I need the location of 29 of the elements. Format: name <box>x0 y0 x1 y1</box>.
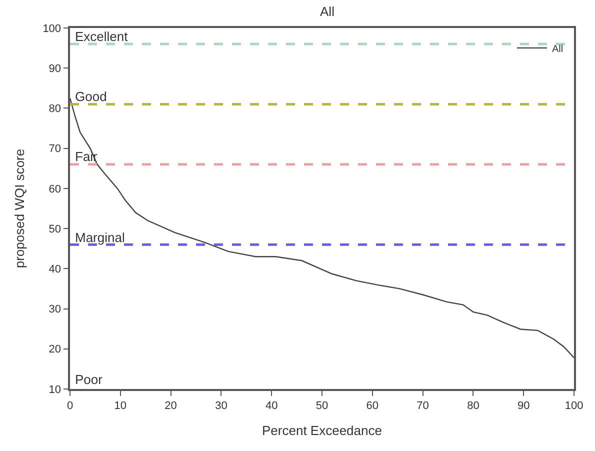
x-tick-label: 80 <box>467 400 480 412</box>
x-axis-title: Percent Exceedance <box>262 423 382 438</box>
y-tick-label: 100 <box>42 22 62 35</box>
x-tick-label: 40 <box>265 400 278 412</box>
y-axis-title: proposed WQI score <box>12 148 28 268</box>
legend-label: All <box>552 44 564 55</box>
y-tick-label: 30 <box>48 304 62 316</box>
x-tick-label: 60 <box>366 400 379 412</box>
ref-line-label: Excellent <box>75 29 128 44</box>
y-tick-label: 50 <box>48 223 62 236</box>
x-tick-label: 30 <box>215 400 228 412</box>
x-tick-label: 100 <box>564 400 584 412</box>
x-tick-label: 90 <box>517 400 530 412</box>
y-tick-label: 10 <box>48 384 62 396</box>
x-tick-label: 70 <box>416 400 429 412</box>
x-tick-label: 20 <box>164 400 177 412</box>
annotation: Poor <box>75 372 104 387</box>
x-tick-label: 0 <box>66 400 74 412</box>
y-tick-label: 70 <box>48 143 62 156</box>
y-tick-label: 90 <box>48 62 62 75</box>
y-tick-label: 40 <box>48 264 62 276</box>
y-tick-label: 20 <box>48 344 62 356</box>
ref-line-label: Good <box>75 89 107 104</box>
chart-title: All <box>320 4 335 19</box>
ref-line-label: Marginal <box>75 230 125 245</box>
x-tick-label: 10 <box>114 400 127 412</box>
y-tick-label: 80 <box>48 103 62 116</box>
x-tick-label: 50 <box>316 400 328 412</box>
y-tick-label: 60 <box>48 183 62 196</box>
